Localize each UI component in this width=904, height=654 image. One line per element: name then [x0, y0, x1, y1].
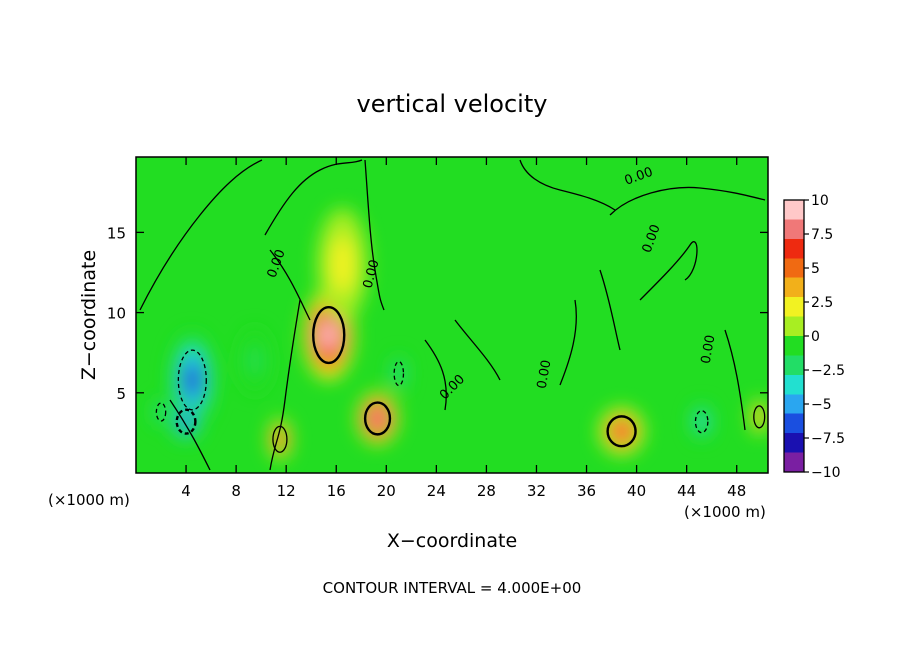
- colorbar-tick-label: 0: [811, 329, 820, 345]
- field-level: [188, 371, 197, 388]
- contour-line: [639, 241, 698, 301]
- colorbar-tick-label: −2.5: [811, 363, 845, 379]
- y-axis-label: Z−coordinate: [78, 250, 100, 380]
- field-feature: [317, 208, 368, 321]
- field-level: [252, 355, 258, 367]
- x-tick-label: 32: [527, 482, 546, 500]
- contour-line: [264, 159, 363, 236]
- contour-value-label: 0.00: [699, 334, 719, 365]
- field-feature: [268, 418, 292, 461]
- field-feature: [691, 404, 712, 440]
- contour-line: [177, 349, 207, 411]
- x-unit-right: (×1000 m): [684, 503, 766, 521]
- field-level: [159, 409, 163, 415]
- contour-line: [175, 408, 197, 435]
- plot-frame: [135, 156, 769, 474]
- field-level: [757, 413, 761, 420]
- x-unit-left: (×1000 m): [48, 491, 130, 509]
- contour-line: [606, 415, 637, 448]
- contour-line: [169, 399, 211, 471]
- y-tick-label: 5: [116, 385, 126, 403]
- x-tick-label: 8: [231, 482, 241, 500]
- y-tick-label: 10: [107, 305, 126, 323]
- x-tick-label: 20: [377, 482, 396, 500]
- field-feature: [750, 399, 768, 435]
- contour-line: [694, 410, 709, 434]
- x-tick-label: 24: [427, 482, 446, 500]
- contour-line: [424, 339, 447, 411]
- contour-line: [519, 159, 616, 211]
- x-axis: 4 8 12 16 20 24 28 32 36 40 44 48: [181, 157, 746, 500]
- contour-line: [454, 319, 501, 381]
- contour-lines: [139, 159, 766, 471]
- field-level: [324, 327, 333, 343]
- y-tick-label: 15: [107, 224, 126, 242]
- colorbar-tick-label: −7.5: [811, 431, 845, 447]
- field-level: [338, 255, 347, 274]
- x-tick-label: 36: [577, 482, 596, 500]
- x-tick-label: 44: [677, 482, 696, 500]
- field-feature: [239, 328, 270, 393]
- x-tick-label: 12: [277, 482, 296, 500]
- field-feature: [599, 407, 645, 456]
- contour-line: [269, 249, 311, 321]
- contour-line: [559, 299, 577, 386]
- contour-line: [272, 425, 288, 453]
- colorbar-tick-label: −5: [811, 397, 832, 413]
- field-level: [700, 418, 704, 425]
- field-level: [374, 414, 381, 423]
- chart-title: vertical velocity: [357, 90, 548, 118]
- contour-line: [364, 159, 385, 311]
- colorbar-tick-label: 10: [811, 193, 829, 209]
- colorbar-tick-label: 2.5: [811, 295, 833, 311]
- field-level: [397, 370, 401, 377]
- x-tick-label: 40: [627, 482, 646, 500]
- colorbar: 10 7.5 5 2.5 0 −2.5 −5 −7.5 −10: [783, 193, 845, 481]
- contour-line: [724, 329, 746, 431]
- colorbar-gradient: [784, 200, 804, 472]
- x-tick-label: 16: [327, 482, 346, 500]
- colorbar-tick-label: 7.5: [811, 227, 833, 243]
- plot-background: [136, 157, 768, 473]
- contour-line: [753, 405, 766, 429]
- field-level: [617, 427, 626, 436]
- contour-line: [139, 159, 263, 311]
- contour-value-label: 0.00: [535, 359, 555, 390]
- x-tick-label: 48: [727, 482, 746, 500]
- contour-line: [155, 402, 167, 422]
- colorbar-ticks: 10 7.5 5 2.5 0 −2.5 −5 −7.5 −10: [804, 193, 845, 481]
- colorbar-tick-label: 5: [811, 261, 820, 277]
- contour-line: [599, 269, 621, 351]
- plot-area: 0.000.000.00 0.000.00 0.000.00: [136, 157, 768, 473]
- contour-value-label: 0.00: [361, 258, 383, 290]
- contour-line: [609, 186, 766, 216]
- contour-line: [393, 360, 405, 387]
- contour-line: [312, 306, 346, 365]
- colorbar-tick-label: −10: [811, 465, 841, 481]
- contour-interval-footer: CONTOUR INTERVAL = 4.000E+00: [323, 579, 582, 597]
- x-tick-label: 28: [477, 482, 496, 500]
- field-level: [278, 435, 282, 443]
- x-tick-label: 4: [181, 482, 191, 500]
- y-axis: 5 10 15: [107, 224, 768, 403]
- field-feature: [357, 392, 398, 445]
- contour-line: [363, 401, 392, 436]
- x-axis-label: X−coordinate: [387, 530, 517, 552]
